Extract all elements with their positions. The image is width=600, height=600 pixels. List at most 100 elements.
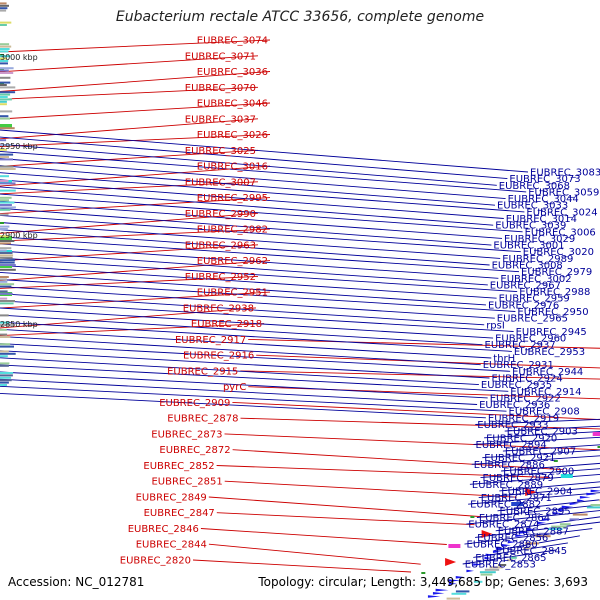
cog-stripe xyxy=(0,84,7,86)
feature-block xyxy=(0,236,12,240)
right-gene-label: EUBREC_2988 xyxy=(519,287,590,298)
cog-stripe xyxy=(538,532,555,535)
cog-stripe xyxy=(0,182,16,185)
cds-arrow xyxy=(448,582,457,585)
cog-stripe xyxy=(0,261,15,264)
right-connector xyxy=(0,179,504,219)
right-connector xyxy=(0,371,488,399)
cog-stripe xyxy=(0,328,7,331)
cog-stripe xyxy=(0,24,7,26)
cog-stripe xyxy=(0,314,9,317)
cog-stripe xyxy=(0,110,13,113)
cog-stripe xyxy=(0,196,12,199)
right-gene-label: EUBREC_3068 xyxy=(499,181,570,192)
cds-track xyxy=(427,489,600,598)
kbp-tick-label: 2900 kbp xyxy=(0,231,38,240)
right-gene-label: EUBREC_2960 xyxy=(495,334,566,345)
right-gene-label: EUBREC_2931 xyxy=(483,360,554,371)
right-gene-label: EUBREC_3033 xyxy=(497,201,568,212)
cog-stripe xyxy=(0,156,9,158)
cds-arrow xyxy=(557,508,568,512)
right-connector xyxy=(497,499,600,512)
right-connector xyxy=(504,425,600,432)
left-gene-label: EUBREC_2990 xyxy=(185,209,256,220)
kbp-tick-label: 2850 kbp xyxy=(0,320,38,329)
left-gene-label: EUBREC_3071 xyxy=(185,51,256,62)
cds-arrow xyxy=(485,553,497,557)
cog-stripe xyxy=(572,513,588,516)
rrna-arrow xyxy=(525,488,537,496)
left-connector xyxy=(0,291,271,309)
trna-mark xyxy=(597,446,600,448)
right-gene-label: EUBREC_3008 xyxy=(492,261,563,272)
left-gene-label: EUBREC_3007 xyxy=(185,177,256,188)
cog-stripe xyxy=(0,280,8,283)
feature-block xyxy=(0,124,12,128)
right-connector xyxy=(0,293,485,326)
cog-stripe xyxy=(0,379,12,382)
cog-stripe xyxy=(0,57,8,60)
left-gene-label: EUBREC_2918 xyxy=(191,319,262,330)
right-connector xyxy=(501,462,600,472)
right-connector xyxy=(473,436,600,445)
right-gene-label: EUBREC_2865 xyxy=(475,553,546,564)
left-connector xyxy=(0,212,259,234)
cog-stripe xyxy=(0,115,9,118)
cds-arrow xyxy=(515,534,526,537)
right-connector xyxy=(482,449,600,459)
cog-stripe xyxy=(473,580,483,583)
right-gene-label: EUBREC_3014 xyxy=(506,214,577,225)
right-gene-label: EUBREC_2935 xyxy=(481,380,552,391)
cog-stripe xyxy=(0,278,7,281)
left-gene-label: EUBREC_2938 xyxy=(183,303,254,314)
cog-stripe xyxy=(0,127,15,130)
cog-stripe xyxy=(0,204,12,206)
left-gene-label: EUBREC_2982 xyxy=(197,225,268,236)
right-connector xyxy=(0,321,512,352)
right-gene-label: EUBREC_2871 xyxy=(481,493,552,504)
left-gene-label: EUBREC_2878 xyxy=(167,414,238,425)
accession-text: Accession: NC_012781 xyxy=(8,575,145,589)
right-gene-label: EUBREC_3044 xyxy=(508,194,579,205)
left-connector xyxy=(224,433,600,451)
cog-stripe xyxy=(0,199,9,202)
gene-labels: EUBREC_3074 EUBREC_3071 EUBREC_3036 EUBREC_… xyxy=(120,36,600,571)
cog-stripe xyxy=(0,254,14,257)
cog-stripe xyxy=(0,81,11,84)
cog-stripe xyxy=(0,259,16,262)
cog-stripe xyxy=(0,364,9,367)
rrna-arrow xyxy=(481,530,493,538)
feature-block xyxy=(448,544,461,548)
right-gene-label: EUBREC_2919 xyxy=(488,413,559,424)
right-gene-label: EUBREC_2895 xyxy=(500,506,571,517)
cds-arrow xyxy=(435,588,449,592)
left-connector xyxy=(200,528,447,545)
cds-arrow xyxy=(432,592,445,595)
right-connector xyxy=(484,431,600,439)
right-connector xyxy=(0,165,496,206)
left-connector xyxy=(0,102,271,120)
right-gene-label: EUBREC_2903 xyxy=(507,427,578,438)
left-gene-label: EUBREC_2844 xyxy=(136,540,207,551)
right-connector xyxy=(476,504,600,518)
left-gene-label: EUBREC_2849 xyxy=(136,493,207,504)
left-connector xyxy=(0,181,259,195)
left-gene-label: EUBREC_2909 xyxy=(159,398,230,409)
cog-stripe xyxy=(0,86,16,89)
cog-stripe xyxy=(0,283,15,286)
cog-stripe xyxy=(0,7,8,10)
right-gene-label: EUBREC_2914 xyxy=(510,387,581,398)
cog-stripe xyxy=(0,168,16,170)
cds-arrow xyxy=(586,492,597,496)
right-connector xyxy=(462,549,557,565)
left-connector xyxy=(232,449,564,471)
cog-stripe xyxy=(489,566,503,569)
cog-stripe xyxy=(0,297,8,300)
cog-stripe xyxy=(0,264,16,266)
left-gene-label: EUBREC_2846 xyxy=(128,524,199,535)
right-connector xyxy=(0,236,520,273)
cog-stripe xyxy=(510,556,517,559)
cog-stripe xyxy=(535,535,551,538)
